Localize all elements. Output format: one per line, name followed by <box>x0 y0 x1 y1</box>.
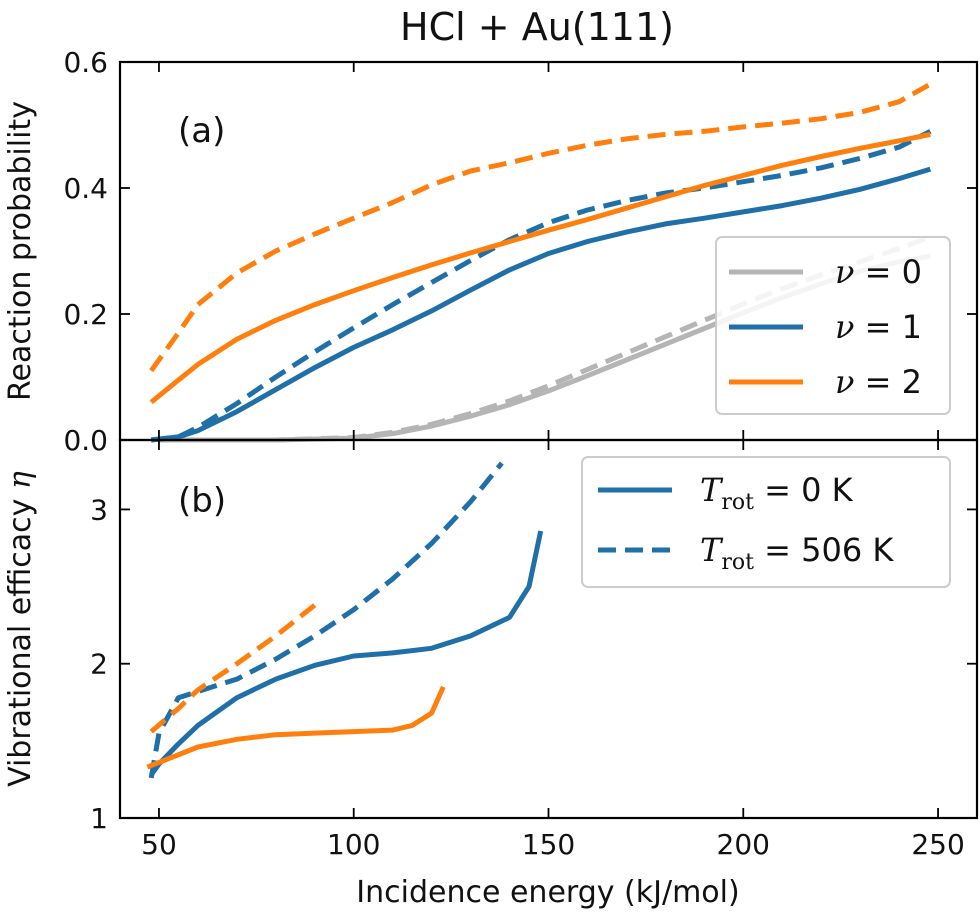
y-tick-label: 0.0 <box>63 424 108 457</box>
panel-b-ylabel-text: Vibrational efficacy <box>3 489 38 787</box>
x-tick-label: 200 <box>717 828 770 861</box>
panel-b-lines <box>146 461 544 779</box>
x-tick-label: 150 <box>522 828 575 861</box>
legend-var: T <box>700 531 724 569</box>
series-line-v2_T506 <box>149 81 932 373</box>
x-tick-label: 250 <box>911 828 964 861</box>
panel-a-label: (a) <box>178 111 225 151</box>
legend-var: T <box>700 471 724 509</box>
legend-box <box>715 236 951 415</box>
x-tick-label: 50 <box>141 828 177 861</box>
figure-title: HCl + Au(111) <box>400 5 674 49</box>
series-line-v1_T506 <box>150 129 932 443</box>
y-tick-label: 0.4 <box>63 172 108 205</box>
legend-entry-label: Trot = 506 K <box>700 531 894 575</box>
series-line-v2_T0 <box>149 131 931 405</box>
panel-b-frame <box>118 438 979 820</box>
panel-b-ylabel-var: η <box>3 471 38 489</box>
legend-rest: = 506 K <box>754 531 894 569</box>
panel-a-ylabel: Reaction probability <box>3 101 38 401</box>
legend-rest: = 1 <box>854 308 922 346</box>
legend-rest: = 0 <box>854 253 922 291</box>
series-line-v1_T0 <box>150 166 932 443</box>
legend-subscript: rot <box>721 490 754 515</box>
panel-b: 50 100 150 200 250 1 2 3 (b) Vibrational effica… <box>3 438 979 861</box>
legend-var: ν <box>835 253 854 291</box>
y-tick-label: 0.6 <box>63 46 108 79</box>
y-tick-label: 0.2 <box>63 298 108 331</box>
x-axis-label: Incidence energy (kJ/mol) <box>356 875 739 910</box>
series-line-eta1_T506 <box>148 461 504 779</box>
legend-subscript: rot <box>721 550 754 575</box>
legend-entry-label: ν = 2 <box>835 363 922 401</box>
series-line-eta1_T0 <box>149 530 544 777</box>
series-line-eta2_T506 <box>149 600 321 734</box>
legend-rest: = 2 <box>854 363 922 401</box>
y-tick-label: 1 <box>90 802 108 835</box>
panel-b-ylabel: Vibrational efficacy η <box>3 471 38 787</box>
series-line-v0_T506 <box>159 234 932 443</box>
panel-a: 0.0 0.2 0.4 0.6 (a) Reaction probability ν … <box>3 46 979 457</box>
panel-b-label: (b) <box>178 481 226 521</box>
legend-box <box>581 456 951 588</box>
panel-a-legend: ν = 0ν = 1ν = 2 <box>715 236 951 415</box>
x-tick-label: 100 <box>327 828 380 861</box>
y-tick-label: 3 <box>90 493 108 526</box>
legend-var: ν <box>835 363 854 401</box>
legend-entry-label: ν = 0 <box>835 253 922 291</box>
legend-var: ν <box>835 308 854 346</box>
legend-entry-label: ν = 1 <box>835 308 922 346</box>
legend-entry-label: Trot = 0 K <box>700 471 854 515</box>
series-line-eta2_T0 <box>146 685 446 770</box>
legend-rest: = 0 K <box>754 471 854 509</box>
y-tick-label: 2 <box>90 648 108 681</box>
